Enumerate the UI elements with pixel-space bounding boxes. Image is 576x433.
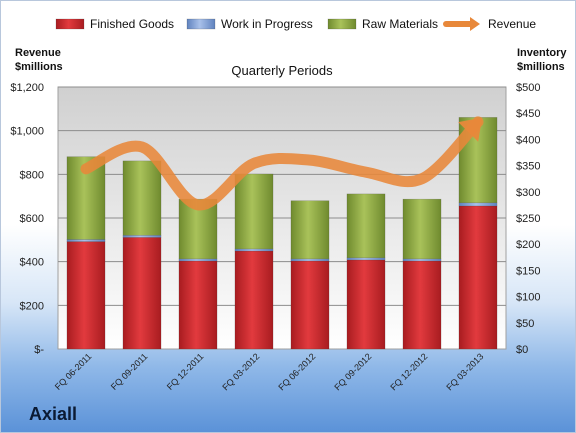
bar-work-in-progress: [290, 258, 330, 262]
right-tick-label: $500: [516, 82, 540, 94]
legend-swatch: [55, 18, 85, 30]
right-axis-title: $millions: [517, 61, 565, 73]
bar-work-in-progress: [402, 258, 442, 262]
left-axis-title: $millions: [15, 61, 63, 73]
bar-finished-goods: [178, 260, 218, 350]
revenue-arrowhead: [458, 117, 483, 142]
bar-work-in-progress: [346, 257, 386, 261]
right-tick-label: $150: [516, 265, 540, 277]
right-tick-label: $50: [516, 318, 534, 330]
x-tick-label: FQ 06-2011: [53, 351, 94, 392]
bar-raw-materials: [290, 200, 330, 260]
bar-finished-goods: [234, 250, 274, 350]
bar-finished-goods: [122, 237, 162, 350]
bar-work-in-progress: [458, 202, 498, 207]
x-tick-label: FQ 09-2012: [332, 351, 373, 392]
left-tick-label: $1,000: [10, 126, 44, 138]
legend-label: Raw Materials: [362, 17, 438, 31]
right-tick-label: $450: [516, 108, 540, 120]
bar-raw-materials: [402, 198, 442, 260]
bar-work-in-progress: [66, 239, 106, 242]
right-tick-label: $350: [516, 161, 540, 173]
right-axis-title: Inventory: [517, 47, 567, 59]
legend-label: Work in Progress: [221, 17, 313, 31]
right-tick-label: $100: [516, 292, 540, 304]
left-tick-label: $200: [20, 300, 44, 312]
bar-raw-materials: [346, 193, 386, 259]
x-tick-label: FQ 12-2012: [388, 351, 429, 392]
right-tick-label: $300: [516, 187, 540, 199]
legend-swatch-arrow: [470, 17, 480, 31]
bar-finished-goods: [66, 241, 106, 350]
right-tick-label: $250: [516, 213, 540, 225]
company-name: Axiall: [29, 404, 78, 424]
left-tick-label: $600: [20, 213, 44, 225]
legend-swatch: [186, 18, 216, 30]
revenue-line: [80, 116, 484, 211]
left-axis-title: Revenue: [15, 47, 61, 59]
x-tick-label: FQ 03-2013: [444, 351, 485, 392]
bar-work-in-progress: [234, 248, 274, 252]
legend-swatch: [327, 18, 357, 30]
right-tick-label: $400: [516, 134, 540, 146]
chart-title: Quarterly Periods: [231, 63, 333, 78]
x-tick-label: FQ 12-2011: [165, 351, 206, 392]
left-tick-label: $800: [20, 169, 44, 181]
bar-raw-materials: [234, 173, 274, 250]
bar-finished-goods: [402, 260, 442, 350]
bar-work-in-progress: [178, 258, 218, 262]
left-tick-label: $1,200: [10, 82, 44, 94]
legend-label: Revenue: [488, 17, 536, 31]
bar-finished-goods: [458, 205, 498, 350]
x-tick-label: FQ 03-2012: [220, 351, 261, 392]
left-tick-label: $400: [20, 257, 44, 269]
x-tick-label: FQ 09-2011: [109, 351, 150, 392]
bar-raw-materials: [122, 160, 162, 236]
right-tick-label: $0: [516, 344, 528, 356]
left-tick-label: $-: [34, 344, 44, 356]
right-tick-label: $200: [516, 239, 540, 251]
bar-finished-goods: [290, 260, 330, 350]
legend-label: Finished Goods: [90, 17, 174, 31]
bar-work-in-progress: [122, 235, 162, 238]
bar-finished-goods: [346, 259, 386, 350]
x-tick-label: FQ 06-2012: [276, 351, 317, 392]
